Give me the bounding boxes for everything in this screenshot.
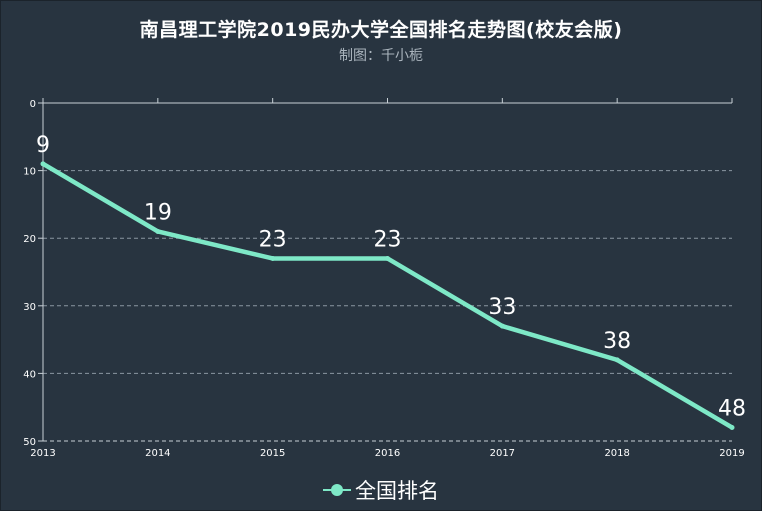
x-tick-label: 2018 [604, 448, 629, 459]
y-tick-label: 30 [23, 302, 36, 313]
chart-title: 南昌理工学院2019民办大学全国排名走势图(校友会版) [139, 19, 623, 41]
data-point [385, 255, 390, 261]
x-tick-label: 2013 [30, 448, 55, 459]
legend-marker-icon [323, 480, 351, 500]
data-point [270, 255, 276, 261]
x-tick-label: 2014 [145, 448, 170, 459]
data-point [499, 323, 505, 329]
data-point [614, 357, 620, 363]
data-label: 23 [259, 227, 287, 252]
x-tick-label: 2017 [490, 448, 515, 459]
chart-subtitle: 制图：千小栀 [339, 48, 423, 64]
data-label: 38 [603, 329, 631, 354]
x-tick-label: 2019 [719, 448, 744, 459]
data-label: 33 [488, 295, 516, 320]
data-label: 9 [36, 133, 50, 158]
legend-label: 全国排名 [355, 479, 439, 503]
y-tick-label: 10 [23, 167, 36, 178]
y-tick-label: 40 [23, 369, 36, 380]
y-tick-label: 0 [30, 99, 36, 110]
y-tick-label: 50 [23, 437, 36, 448]
data-label: 23 [374, 227, 402, 252]
x-tick-label: 2015 [260, 448, 285, 459]
data-point [155, 228, 161, 234]
data-point [729, 424, 735, 430]
data-label: 19 [144, 200, 172, 225]
x-tick-label: 2016 [375, 448, 400, 459]
data-point [40, 161, 46, 167]
data-label: 48 [718, 396, 746, 421]
y-tick-label: 20 [23, 234, 36, 245]
legend[interactable]: 全国排名 [1, 475, 761, 505]
